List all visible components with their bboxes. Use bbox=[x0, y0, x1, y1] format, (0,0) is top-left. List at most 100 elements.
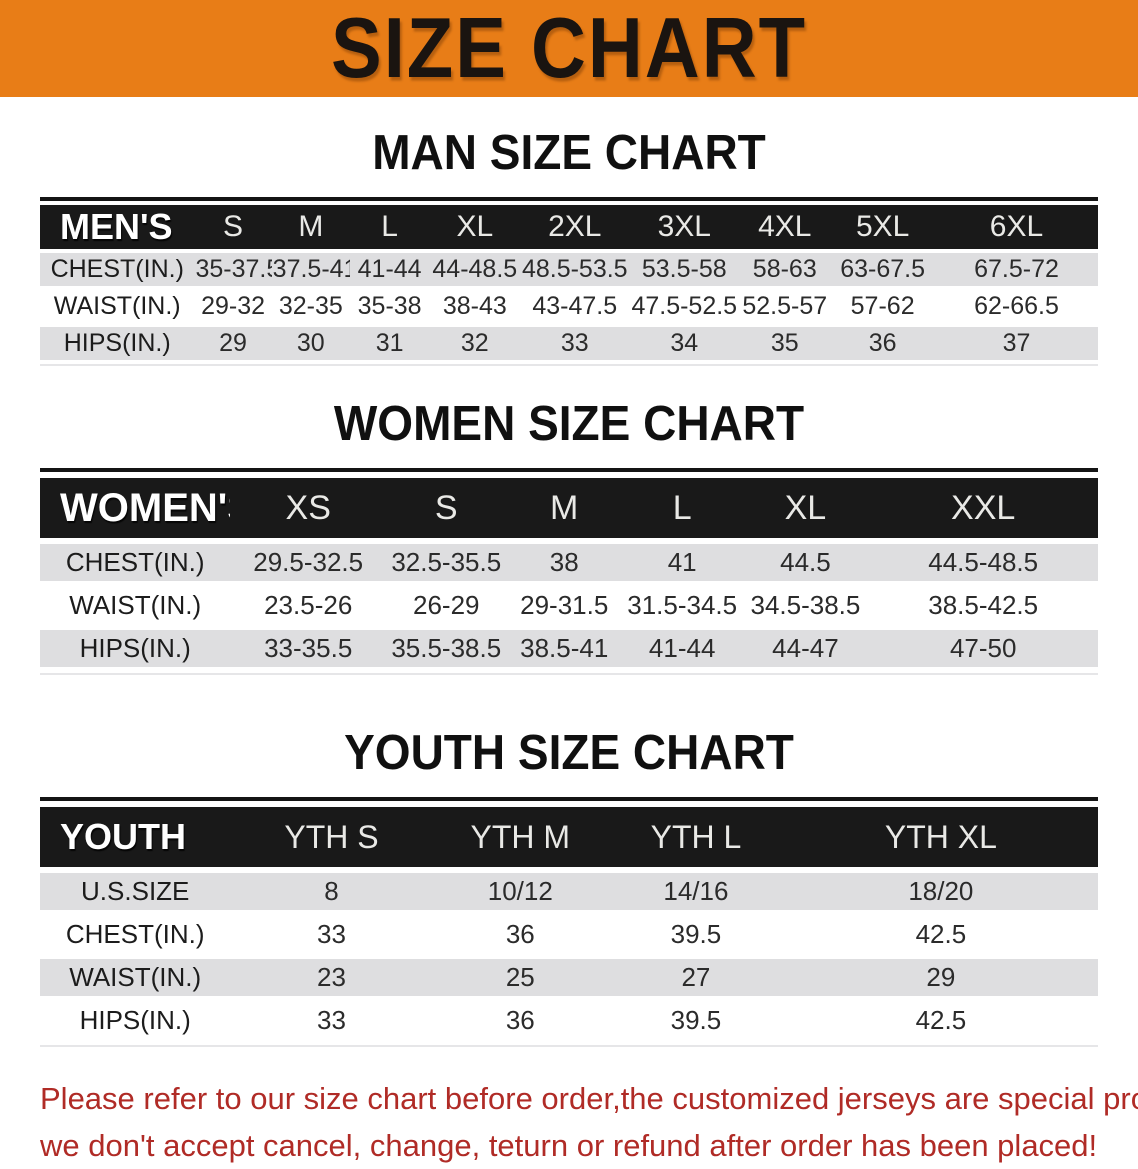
women-size-table: WOMEN'S XS S M L XL XXL CHEST(IN.) 29.5-… bbox=[40, 468, 1098, 675]
value-cell: 29-31.5 bbox=[506, 587, 622, 624]
value-cell: 29.5-32.5 bbox=[230, 544, 386, 581]
value-cell: 27 bbox=[608, 959, 784, 996]
women-section-heading: WOMEN SIZE CHART bbox=[333, 395, 805, 451]
value-cell: 32-35 bbox=[271, 290, 350, 323]
value-cell: 35-37.5 bbox=[194, 253, 272, 286]
order-disclaimer: Please refer to our size chart before or… bbox=[40, 1075, 1138, 1169]
table-row: WAIST(IN.) 23.5-26 26-29 29-31.5 31.5-34… bbox=[40, 587, 1098, 624]
value-cell: 23 bbox=[230, 959, 433, 996]
column-header: XS bbox=[230, 478, 386, 538]
value-cell: 32 bbox=[429, 327, 521, 360]
disclaimer-line-1: Please refer to our size chart before or… bbox=[40, 1081, 1138, 1116]
column-header: 4XL bbox=[739, 205, 831, 249]
table-row: CHEST(IN.) 35-37.5 37.5-41 41-44 44-48.5… bbox=[40, 253, 1098, 286]
banner: SIZE CHART bbox=[0, 0, 1138, 97]
value-cell: 44-47 bbox=[742, 630, 869, 667]
table-row: CHEST(IN.) 29.5-32.5 32.5-35.5 38 41 44.… bbox=[40, 544, 1098, 581]
table-top-rule bbox=[40, 197, 1098, 201]
value-cell: 26-29 bbox=[385, 587, 507, 624]
value-cell: 44.5-48.5 bbox=[868, 544, 1098, 581]
value-cell: 35.5-38.5 bbox=[385, 630, 507, 667]
value-cell: 32.5-35.5 bbox=[385, 544, 507, 581]
row-label: WAIST(IN.) bbox=[40, 959, 231, 996]
value-cell: 47-50 bbox=[868, 630, 1098, 667]
value-cell: 41 bbox=[621, 544, 743, 581]
table-row: U.S.SIZE 8 10/12 14/16 18/20 bbox=[40, 873, 1098, 910]
value-cell: 10/12 bbox=[432, 873, 609, 910]
table-row: HIPS(IN.) 33 36 39.5 42.5 bbox=[40, 1002, 1098, 1039]
youth-section-heading: YOUTH SIZE CHART bbox=[344, 724, 794, 780]
value-cell: 31.5-34.5 bbox=[621, 587, 743, 624]
value-cell: 33 bbox=[230, 1002, 433, 1039]
row-label: WAIST(IN.) bbox=[40, 587, 231, 624]
value-cell: 35 bbox=[739, 327, 831, 360]
value-cell: 38.5-41 bbox=[506, 630, 622, 667]
men-table-label: MEN'S bbox=[40, 205, 195, 249]
value-cell: 30 bbox=[271, 327, 350, 360]
value-cell: 34.5-38.5 bbox=[742, 587, 869, 624]
column-header: 5XL bbox=[830, 205, 935, 249]
value-cell: 47.5-52.5 bbox=[629, 290, 740, 323]
value-cell: 36 bbox=[830, 327, 935, 360]
value-cell: 52.5-57 bbox=[739, 290, 831, 323]
table-row: WAIST(IN.) 23 25 27 29 bbox=[40, 959, 1098, 996]
value-cell: 33 bbox=[520, 327, 630, 360]
women-header-row: WOMEN'S XS S M L XL XXL bbox=[40, 478, 1098, 538]
value-cell: 39.5 bbox=[608, 916, 784, 953]
table-row: HIPS(IN.) 33-35.5 35.5-38.5 38.5-41 41-4… bbox=[40, 630, 1098, 667]
value-cell: 38-43 bbox=[429, 290, 521, 323]
disclaimer-line-2: we don't accept cancel, change, teturn o… bbox=[40, 1128, 1098, 1163]
men-size-table: MEN'S S M L XL 2XL 3XL 4XL 5XL 6XL CHEST… bbox=[40, 197, 1098, 366]
value-cell: 35-38 bbox=[349, 290, 430, 323]
column-header: YTH XL bbox=[783, 807, 1098, 867]
value-cell: 44-48.5 bbox=[429, 253, 521, 286]
value-cell: 23.5-26 bbox=[230, 587, 386, 624]
table-top-rule bbox=[40, 797, 1098, 801]
men-header-row: MEN'S S M L XL 2XL 3XL 4XL 5XL 6XL bbox=[40, 205, 1098, 249]
youth-size-table: YOUTH YTH S YTH M YTH L YTH XL U.S.SIZE … bbox=[40, 797, 1098, 1047]
table-bottom-rule bbox=[40, 673, 1098, 675]
value-cell: 37.5-41 bbox=[271, 253, 350, 286]
row-label: HIPS(IN.) bbox=[40, 327, 195, 360]
value-cell: 58-63 bbox=[739, 253, 831, 286]
table-bottom-rule bbox=[40, 364, 1098, 366]
column-header: 6XL bbox=[935, 205, 1098, 249]
column-header: 3XL bbox=[629, 205, 740, 249]
value-cell: 33-35.5 bbox=[230, 630, 386, 667]
value-cell: 14/16 bbox=[608, 873, 784, 910]
banner-title: SIZE CHART bbox=[331, 0, 807, 97]
value-cell: 25 bbox=[432, 959, 609, 996]
value-cell: 41-44 bbox=[621, 630, 743, 667]
row-label: WAIST(IN.) bbox=[40, 290, 195, 323]
value-cell: 31 bbox=[349, 327, 430, 360]
value-cell: 34 bbox=[629, 327, 740, 360]
row-label: CHEST(IN.) bbox=[40, 544, 231, 581]
value-cell: 42.5 bbox=[783, 1002, 1098, 1039]
value-cell: 41-44 bbox=[349, 253, 430, 286]
value-cell: 63-67.5 bbox=[830, 253, 935, 286]
row-label: HIPS(IN.) bbox=[40, 1002, 231, 1039]
value-cell: 43-47.5 bbox=[520, 290, 630, 323]
value-cell: 29-32 bbox=[194, 290, 272, 323]
value-cell: 39.5 bbox=[608, 1002, 784, 1039]
value-cell: 29 bbox=[783, 959, 1098, 996]
column-header: XL bbox=[742, 478, 869, 538]
value-cell: 18/20 bbox=[783, 873, 1098, 910]
value-cell: 57-62 bbox=[830, 290, 935, 323]
women-table-label: WOMEN'S bbox=[40, 478, 231, 538]
value-cell: 53.5-58 bbox=[629, 253, 740, 286]
column-header: YTH L bbox=[608, 807, 784, 867]
row-label: HIPS(IN.) bbox=[40, 630, 231, 667]
men-section-heading: MAN SIZE CHART bbox=[372, 124, 766, 180]
value-cell: 44.5 bbox=[742, 544, 869, 581]
table-row: HIPS(IN.) 29 30 31 32 33 34 35 36 37 bbox=[40, 327, 1098, 360]
column-header: L bbox=[349, 205, 430, 249]
youth-table-label: YOUTH bbox=[40, 807, 231, 867]
column-header: 2XL bbox=[520, 205, 630, 249]
value-cell: 36 bbox=[432, 916, 609, 953]
value-cell: 8 bbox=[230, 873, 433, 910]
row-label: CHEST(IN.) bbox=[40, 916, 231, 953]
column-header: S bbox=[194, 205, 272, 249]
table-row: CHEST(IN.) 33 36 39.5 42.5 bbox=[40, 916, 1098, 953]
